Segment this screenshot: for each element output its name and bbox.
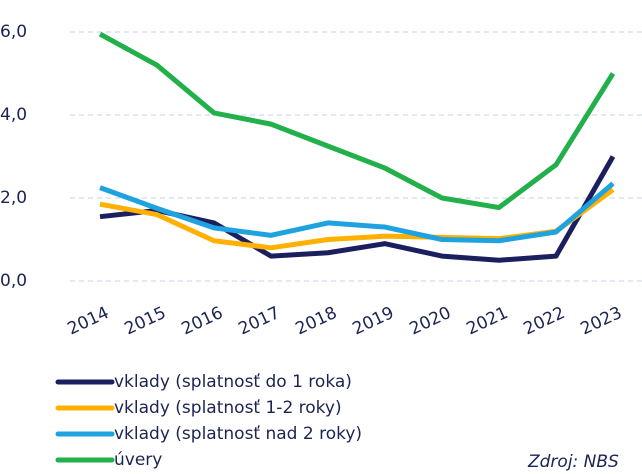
legend-label: úvery xyxy=(114,450,162,470)
x-tick-label: 2022 xyxy=(521,303,569,339)
x-tick-label: 2014 xyxy=(65,303,113,339)
source-note: Zdroj: NBS xyxy=(527,452,619,472)
x-tick-label: 2017 xyxy=(236,303,284,339)
y-tick-label: 6,0 xyxy=(0,22,27,42)
x-tick-label: 2020 xyxy=(407,303,455,339)
y-tick-label: 4,0 xyxy=(0,105,27,125)
x-tick-label: 2021 xyxy=(464,303,512,339)
y-tick-label: 0,0 xyxy=(0,271,27,291)
legend-label: vklady (splatnosť do 1 roka) xyxy=(114,372,352,392)
x-tick-label: 2019 xyxy=(350,303,398,339)
series-line xyxy=(99,181,615,244)
series-line xyxy=(98,31,616,211)
legend-label: vklady (splatnosť nad 2 roky) xyxy=(114,424,362,444)
series-line xyxy=(99,155,616,263)
series-line xyxy=(99,187,615,251)
legend-label: vklady (splatnosť 1-2 roky) xyxy=(114,398,342,418)
x-tick-label: 2023 xyxy=(578,303,626,339)
y-tick-label: 2,0 xyxy=(0,188,27,208)
x-tick-label: 2016 xyxy=(179,303,227,339)
x-tick-label: 2018 xyxy=(293,303,341,339)
x-tick-label: 2015 xyxy=(122,303,170,339)
